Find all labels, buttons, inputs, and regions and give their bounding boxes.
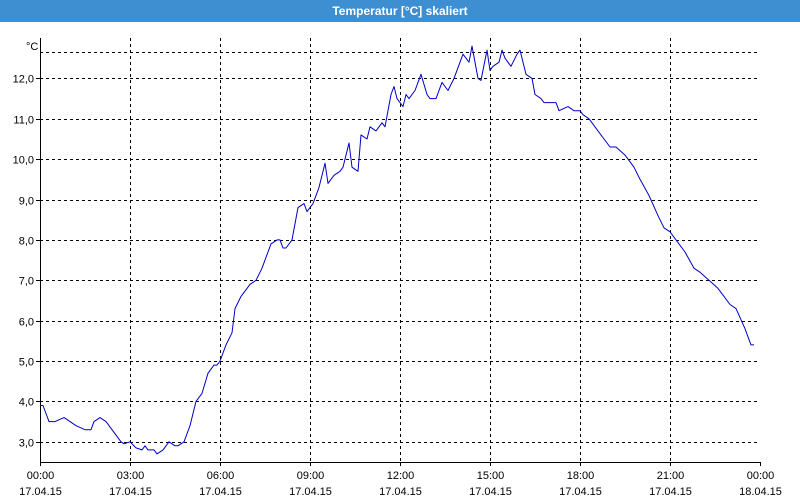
y-tick-label: 8,0 xyxy=(19,236,34,248)
y-tick-label: 11,0 xyxy=(13,115,34,127)
x-tick-time-label: 03:00 xyxy=(117,470,145,482)
x-tick-labels: 00:00 17.04.15 03:00 17.04.15 06:00 17.04.15 0… xyxy=(19,470,782,498)
y-tick-labels: 3,0 4,0 5,0 6,0 7,0 8,0 9,0 10,0 11,0 12,0 xyxy=(13,74,34,450)
x-tick-date-label: 17.04.15 xyxy=(469,486,512,498)
x-tick-time-label: 21:00 xyxy=(657,470,685,482)
temperature-series-line xyxy=(40,45,754,455)
x-tick-time-label: 00:00 xyxy=(27,470,55,482)
series-group xyxy=(40,45,754,455)
x-tick-time-label: 12:00 xyxy=(387,470,415,482)
x-tick-time-label: 15:00 xyxy=(477,470,505,482)
y-tick-label: 6,0 xyxy=(19,317,34,329)
x-tick-date-label: 17.04.15 xyxy=(19,486,62,498)
title-bar: Temperatur [°C] skaliert xyxy=(0,0,800,22)
grid-lines xyxy=(40,38,760,462)
window-title: Temperatur [°C] skaliert xyxy=(332,4,468,18)
y-axis-unit-label: °C xyxy=(26,41,38,53)
x-tick-date-label: 17.04.15 xyxy=(649,486,692,498)
chart-svg: 3,0 4,0 5,0 6,0 7,0 8,0 9,0 10,0 11,0 12,0 00:00 1… xyxy=(13,38,782,498)
axes xyxy=(36,38,761,466)
x-tick-date-label: 17.04.15 xyxy=(559,486,602,498)
x-tick-time-label: 00:00 xyxy=(747,470,775,482)
x-tick-date-label: 17.04.15 xyxy=(379,486,422,498)
x-tick-date-label: 17.04.15 xyxy=(109,486,152,498)
x-tick-time-label: 09:00 xyxy=(297,470,325,482)
x-tick-time-label: 06:00 xyxy=(207,470,235,482)
x-tick-date-label: 18.04.15 xyxy=(739,486,782,498)
y-tick-label: 12,0 xyxy=(13,74,34,86)
y-tick-label: 7,0 xyxy=(19,276,34,288)
x-tick-date-label: 17.04.15 xyxy=(199,486,242,498)
y-tick-label: 5,0 xyxy=(19,357,34,369)
temperature-chart: 3,0 4,0 5,0 6,0 7,0 8,0 9,0 10,0 11,0 12,0 00:00 1… xyxy=(0,22,800,500)
y-tick-label: 4,0 xyxy=(19,397,34,409)
y-tick-label: 10,0 xyxy=(13,155,34,167)
y-tick-label: 3,0 xyxy=(19,438,34,450)
y-tick-label: 9,0 xyxy=(19,196,34,208)
x-tick-time-label: 18:00 xyxy=(567,470,595,482)
x-tick-date-label: 17.04.15 xyxy=(289,486,332,498)
